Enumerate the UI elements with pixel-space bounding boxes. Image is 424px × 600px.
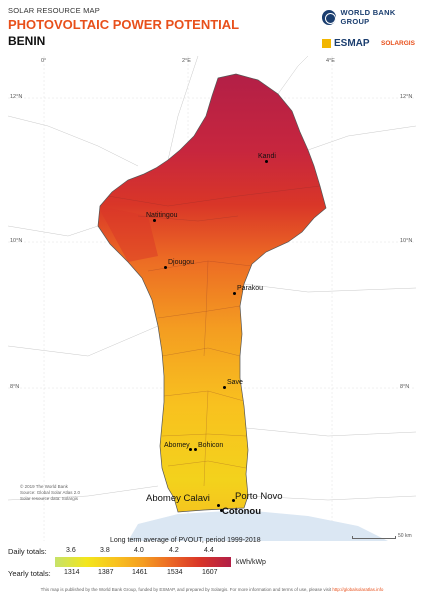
daily-totals-label: Daily totals: bbox=[8, 547, 47, 556]
yearly-tick-4: 1534 bbox=[167, 569, 183, 576]
city-marker-save bbox=[223, 386, 226, 389]
city-marker-cotonou bbox=[220, 509, 223, 512]
credit-line-2: Source: Global Solar Atlas 2.0 bbox=[20, 490, 81, 495]
city-marker-natitingou bbox=[153, 219, 156, 222]
yearly-tick-5: 1607 bbox=[202, 569, 218, 576]
daily-tick-4: 4.2 bbox=[169, 547, 179, 554]
city-label-parakou: Parakou bbox=[237, 285, 264, 292]
daily-tick-3: 4.0 bbox=[134, 547, 144, 554]
lat-label-10n-right: 10°N bbox=[400, 238, 413, 244]
legend-unit: kWh/kWp bbox=[236, 559, 266, 566]
daily-tick-2: 3.8 bbox=[100, 547, 110, 554]
lat-label-12n-right: 12°N bbox=[400, 94, 413, 100]
city-marker-bohicon bbox=[194, 448, 197, 451]
lon-label-2e: 2°E bbox=[182, 58, 191, 64]
city-label-cotonou: Cotonou bbox=[222, 506, 262, 517]
esmap-icon bbox=[322, 39, 331, 48]
yearly-tick-1: 1314 bbox=[64, 569, 80, 576]
lat-label-10n: 10°N bbox=[10, 238, 23, 244]
lon-label-4e: 4°E bbox=[326, 58, 335, 64]
world-bank-logo: WORLD BANK GROUP bbox=[322, 8, 424, 26]
city-label-kandi: Kandi bbox=[258, 153, 276, 160]
country-name: BENIN bbox=[8, 34, 46, 48]
city-marker-abomey bbox=[189, 448, 192, 451]
lat-label-8n: 8°N bbox=[10, 384, 20, 390]
world-bank-text: WORLD BANK GROUP bbox=[340, 8, 396, 26]
city-marker-abomey-calavi bbox=[217, 504, 220, 507]
yearly-tick-3: 1461 bbox=[132, 569, 148, 576]
solar-map: 0° 2°E 4°E 12°N 10°N 8°N 12°N 10°N 8°N K… bbox=[8, 56, 416, 541]
city-label-djougou: Djougou bbox=[168, 259, 195, 266]
esmap-logo: ESMAP bbox=[322, 38, 370, 49]
city-marker-djougou bbox=[164, 266, 167, 269]
city-label-abomey: Abomey bbox=[164, 442, 190, 449]
credit-line-1: © 2019 The World Bank bbox=[20, 484, 68, 489]
esmap-text: ESMAP bbox=[334, 38, 370, 49]
pvout-color-scale bbox=[55, 557, 231, 567]
credit-line-3: Solar resource data: Solargis bbox=[20, 496, 79, 501]
daily-tick-5: 4.4 bbox=[204, 547, 214, 554]
lon-label-0: 0° bbox=[41, 58, 47, 64]
map-header: SOLAR RESOURCE MAP PHOTOVOLTAIC POWER PO… bbox=[0, 0, 424, 52]
city-label-natitingou: Natitingou bbox=[146, 212, 178, 219]
footer-text: This map is published by the World Bank … bbox=[40, 587, 333, 592]
city-marker-kandi bbox=[265, 160, 268, 163]
yearly-tick-2: 1387 bbox=[98, 569, 114, 576]
map-footer: This map is published by the World Bank … bbox=[0, 587, 424, 592]
city-marker-porto-novo bbox=[232, 499, 235, 502]
daily-tick-1: 3.6 bbox=[66, 547, 76, 554]
city-label-save: Save bbox=[227, 379, 243, 386]
scale-bar bbox=[352, 536, 396, 539]
lat-label-12n: 12°N bbox=[10, 94, 23, 100]
footer-link[interactable]: http://globalsolaratlas.info bbox=[332, 587, 384, 592]
city-label-abomey-calavi: Abomey Calavi bbox=[146, 493, 210, 504]
legend-title: Long term average of PVOUT, period 1999-… bbox=[110, 537, 261, 544]
map-canvas bbox=[8, 56, 416, 541]
map-supertitle: SOLAR RESOURCE MAP bbox=[8, 6, 100, 15]
map-credit: © 2019 The World Bank Source: Global Sol… bbox=[20, 484, 80, 502]
solargis-logo: SOLARGIS bbox=[381, 40, 415, 47]
lat-label-8n-right: 8°N bbox=[400, 384, 410, 390]
scale-label: 50 km bbox=[398, 533, 412, 539]
yearly-totals-label: Yearly totals: bbox=[8, 569, 51, 578]
globe-icon bbox=[322, 9, 337, 25]
city-label-porto-novo: Porto Novo bbox=[235, 491, 283, 502]
city-marker-parakou bbox=[233, 292, 236, 295]
map-title: PHOTOVOLTAIC POWER POTENTIAL bbox=[8, 17, 240, 32]
city-label-bohicon: Bohicon bbox=[198, 442, 224, 449]
